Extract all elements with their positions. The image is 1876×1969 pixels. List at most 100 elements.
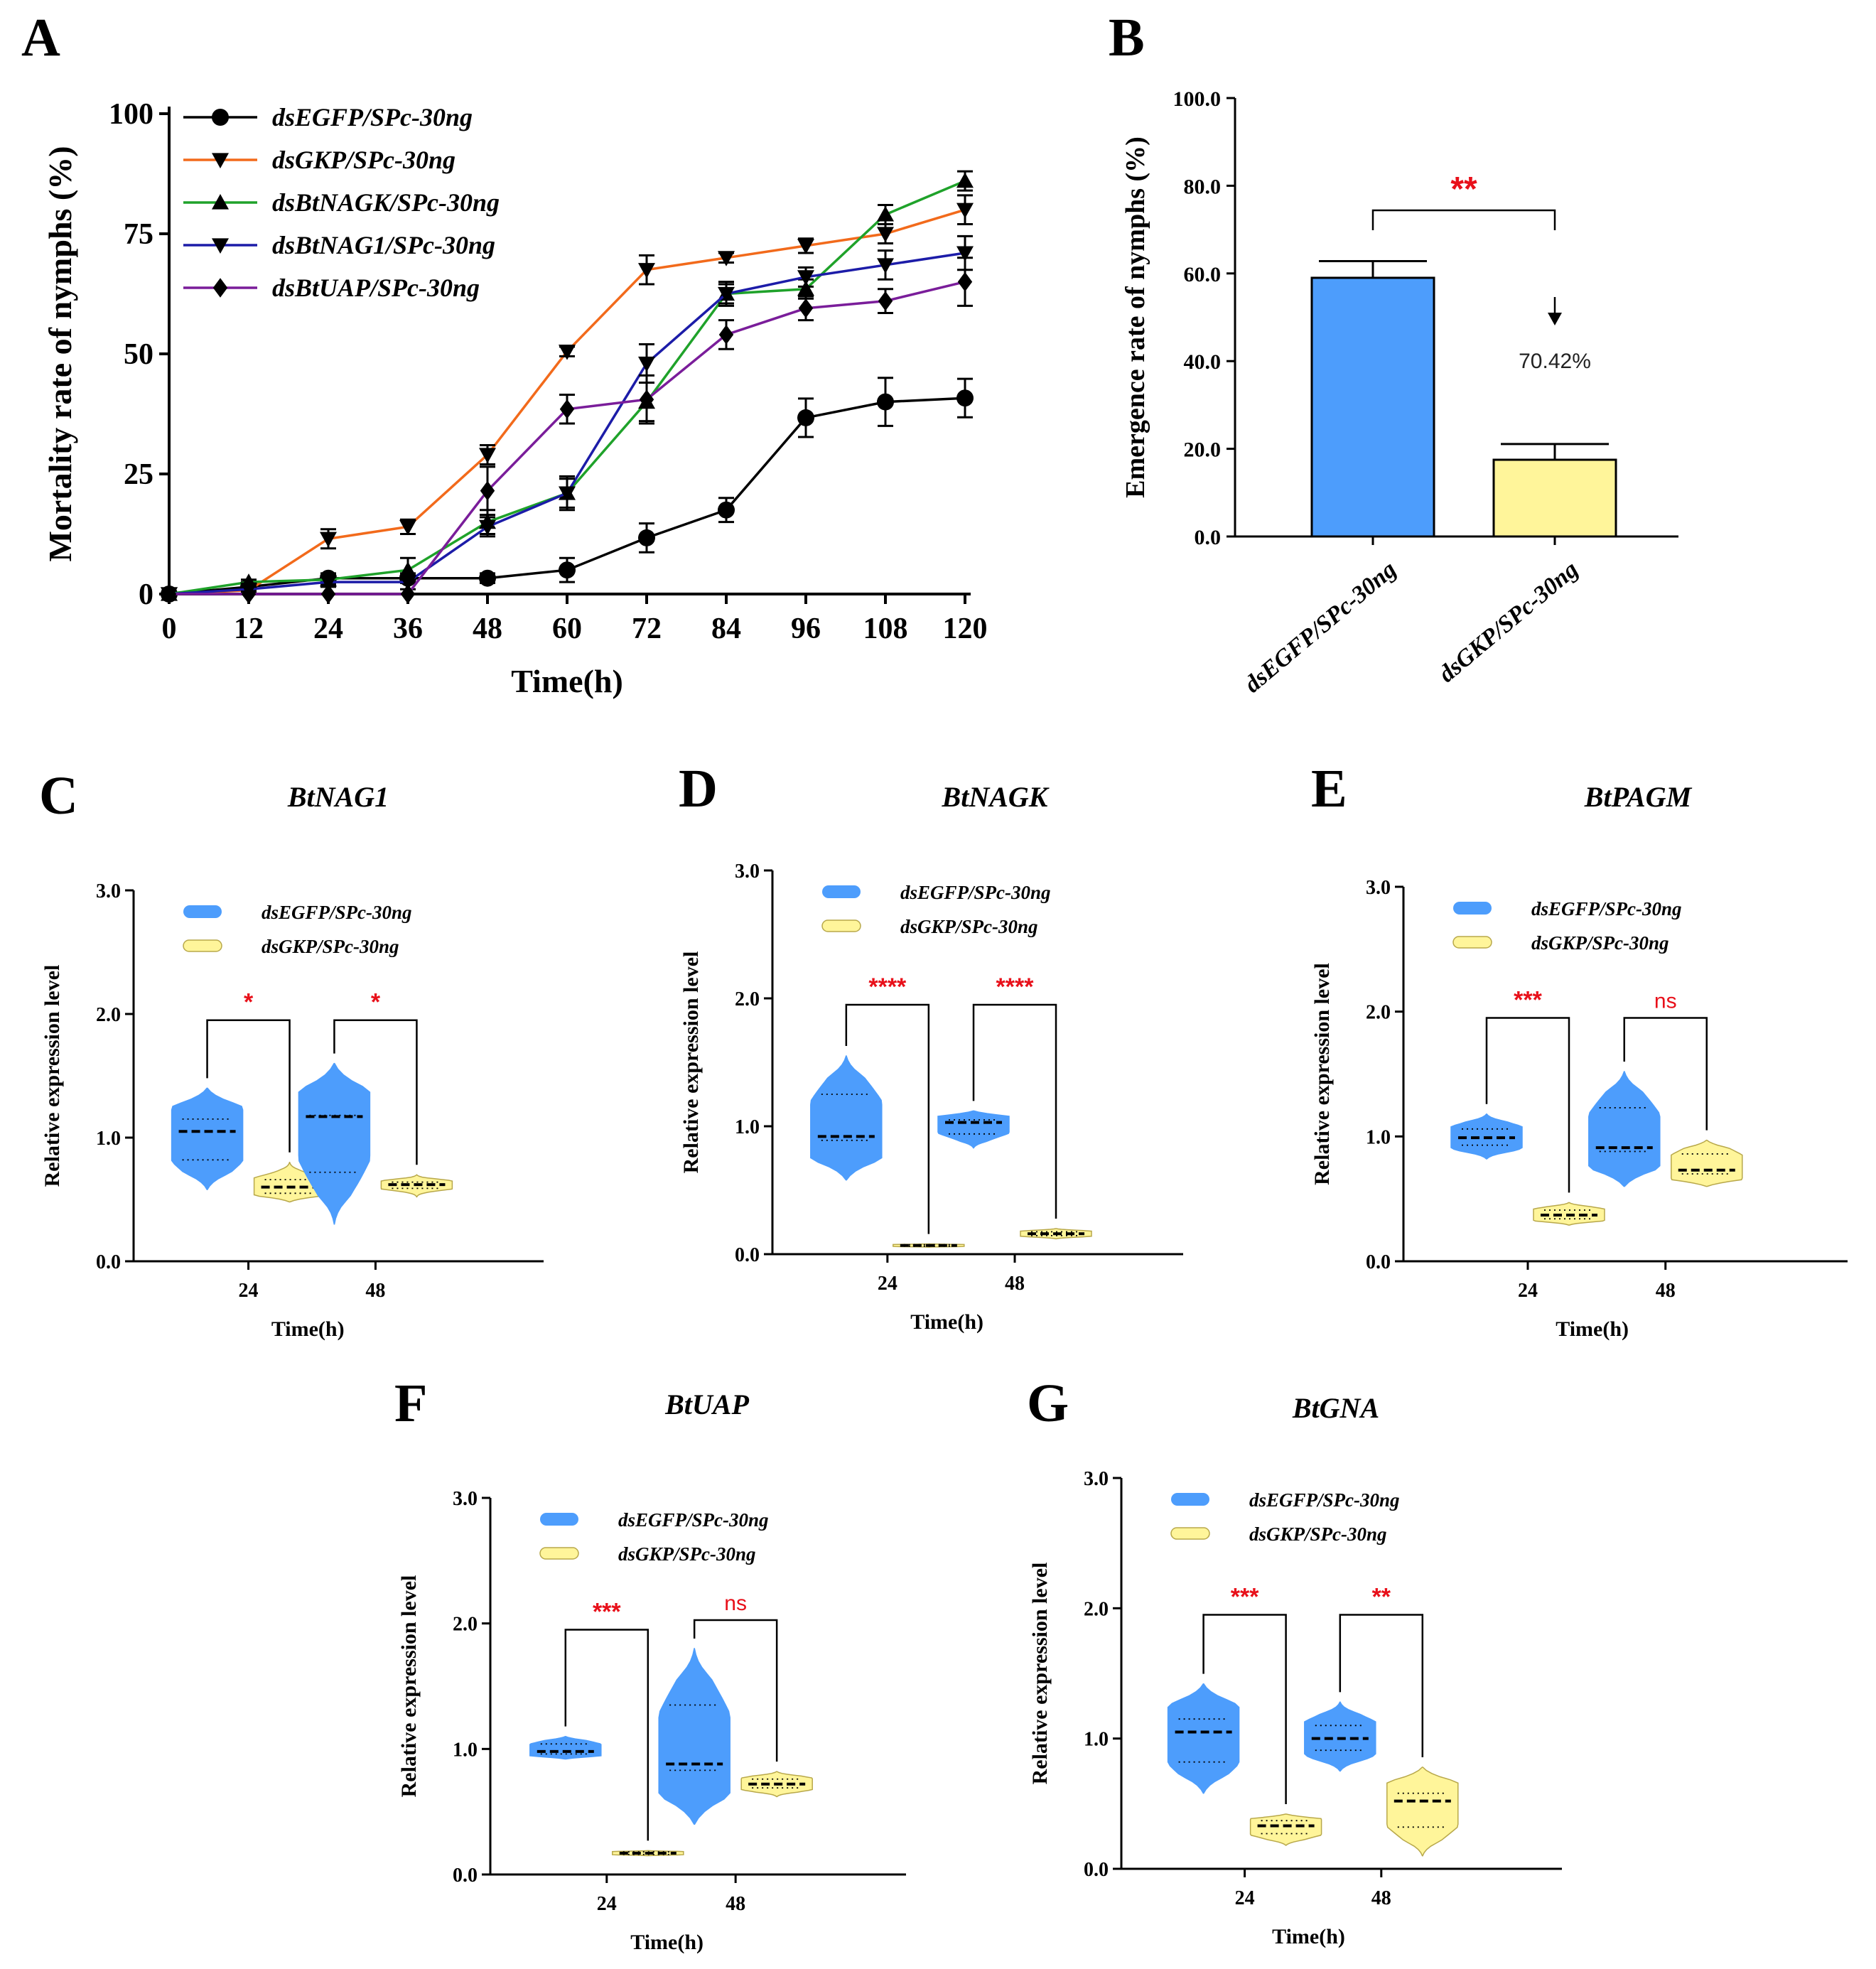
bar	[1492, 458, 1617, 538]
violin-egfp-24	[171, 1087, 244, 1190]
legend-label: dsBtUAP/SPc-30ng	[272, 274, 480, 302]
data-point	[638, 263, 655, 279]
y-axis-title: Emergence rate of nymphs (%)	[1121, 136, 1150, 498]
x-axis-title: Time(h)	[630, 1931, 704, 1954]
data-point	[241, 584, 257, 604]
y-tick-label: 80.0	[1184, 175, 1222, 198]
legend-label: dsEGFP/SPc-30ng	[1531, 898, 1682, 919]
violin-gkp-24	[1249, 1813, 1322, 1846]
significance-bracket	[1485, 1017, 1570, 1193]
category-label: dsGKP/SPc-30ng	[1434, 556, 1583, 688]
x-tick-label: 48	[1656, 1280, 1676, 1302]
violin-shape	[529, 1735, 602, 1760]
legend-label: dsEGFP/SPc-30ng	[272, 103, 473, 131]
chart-title: BtGNA	[1292, 1392, 1379, 1424]
legend-marker	[212, 194, 229, 210]
y-tick-label: 1.0	[96, 1128, 121, 1150]
violin-egfp-48	[1304, 1701, 1376, 1772]
legend-label: dsEGFP/SPc-30ng	[1249, 1489, 1400, 1511]
y-tick-label: 0.0	[1084, 1859, 1109, 1881]
significance-bracket	[972, 1003, 1057, 1219]
legend-label: dsGKP/SPc-30ng	[900, 916, 1038, 937]
data-point	[400, 584, 416, 604]
legend-marker	[212, 153, 229, 168]
y-tick-label: 2.0	[96, 1004, 121, 1026]
data-point	[877, 393, 894, 411]
violin-gkp-24	[1533, 1202, 1605, 1226]
x-tick-label: 24	[597, 1893, 617, 1915]
violin-gkp-48	[740, 1771, 813, 1798]
violin-gkp-48	[1671, 1139, 1743, 1187]
y-tick-label: 0.0	[96, 1251, 121, 1273]
x-tick-label: 48	[365, 1280, 385, 1302]
violin-gkp-48	[1386, 1766, 1459, 1857]
y-tick-label: 1.0	[1084, 1729, 1109, 1751]
violin-shape	[1249, 1813, 1322, 1846]
x-tick-label: 12	[234, 613, 264, 645]
significance-bracket	[1339, 1614, 1424, 1757]
legend-label: dsGKP/SPc-30ng	[272, 146, 455, 174]
y-tick-label: 3.0	[1084, 1468, 1109, 1490]
significance-bracket	[845, 1003, 930, 1234]
legend-swatch-egfp	[183, 905, 222, 918]
panel-letter: B	[1109, 8, 1145, 68]
data-point	[956, 203, 974, 219]
legend-label: dsGKP/SPc-30ng	[1531, 932, 1669, 954]
data-point	[320, 575, 337, 591]
y-tick-label: 0.0	[735, 1244, 760, 1266]
significance-label: **	[1450, 171, 1477, 208]
data-point	[559, 345, 576, 360]
panel-f-violin-chart: BtUAP 0.0 1.0 2.0 3.0 Relative expression lev…	[397, 1388, 906, 1954]
x-axis-title: Time(h)	[910, 1310, 983, 1334]
significance-bracket	[206, 1019, 291, 1153]
panel-a-mortality-chart: 0 25 50 75 100 0 12 24 36 48 60 72 84 96 108 120 Time(h)…	[42, 98, 988, 699]
violin-egfp-48	[937, 1110, 1010, 1149]
data-point	[638, 529, 655, 546]
bar	[1310, 276, 1435, 538]
violin-shape	[1167, 1683, 1240, 1794]
data-point	[877, 205, 894, 222]
data-point	[161, 584, 177, 604]
data-point	[399, 575, 416, 591]
x-tick-label: 36	[393, 613, 423, 645]
y-axis-title: Mortality rate of nymphs (%)	[42, 146, 78, 561]
x-tick-label: 24	[1235, 1887, 1255, 1909]
y-tick-label: 0.0	[1366, 1251, 1391, 1273]
y-tick-label: 100	[109, 98, 153, 131]
y-axis-title: Relative expression level	[41, 965, 64, 1187]
data-point	[559, 486, 576, 502]
panel-letter: G	[1027, 1374, 1069, 1433]
x-axis-title: Time(h)	[511, 663, 623, 699]
data-point	[956, 172, 974, 188]
violin-gkp-24	[893, 1243, 965, 1248]
x-axis-title: Time(h)	[1272, 1925, 1345, 1948]
y-tick-label: 75	[124, 218, 153, 251]
significance-label: ns	[1654, 989, 1677, 1013]
violin-shape	[1304, 1701, 1376, 1772]
arrow-down-icon	[1548, 313, 1562, 325]
data-point	[956, 389, 974, 407]
data-point	[877, 258, 894, 274]
legend-swatch-gkp	[539, 1547, 579, 1560]
significance-label: ***	[1231, 1584, 1259, 1611]
panel-b-emergence-chart: 0.0 20.0 40.0 60.0 80.0 100.0 Emergence rate o…	[1121, 87, 1678, 698]
x-tick-label: 0	[162, 613, 177, 645]
data-point	[797, 409, 814, 426]
panel-d-violin-chart: BtNAGK 0.0 1.0 2.0 3.0 Relative expression le…	[679, 781, 1183, 1334]
violin-shape	[298, 1062, 371, 1225]
legend-swatch-gkp	[1170, 1527, 1210, 1540]
violin-shape	[658, 1648, 731, 1825]
y-tick-label: 2.0	[1366, 1002, 1391, 1024]
y-tick-label: 1.0	[1366, 1126, 1391, 1148]
y-axis-title: Relative expression level	[1310, 963, 1334, 1185]
data-point	[797, 280, 814, 296]
data-point	[479, 569, 496, 587]
y-tick-label: 2.0	[1084, 1598, 1109, 1620]
violin-shape	[1671, 1139, 1743, 1187]
x-tick-label: 24	[1518, 1280, 1538, 1302]
x-tick-label: 48	[1005, 1273, 1025, 1295]
significance-label: *	[371, 989, 381, 1016]
y-tick-label: 50	[124, 338, 153, 371]
x-tick-label: 84	[711, 613, 741, 645]
